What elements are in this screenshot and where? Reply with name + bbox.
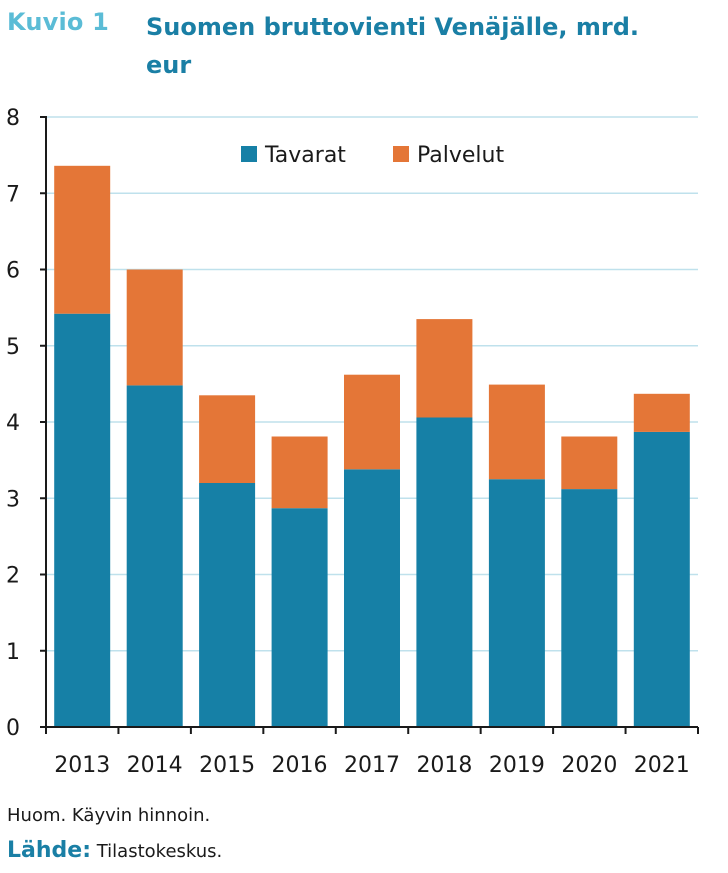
bar-tavarat-2019 [488, 479, 545, 727]
y-tick-label: 0 [6, 716, 20, 741]
bar-palvelut-2016 [271, 436, 328, 509]
chart-title: Suomen bruttovienti Venäjälle, mrd. eur [146, 13, 639, 79]
y-tick-label: 8 [6, 106, 20, 131]
y-tick-label: 4 [6, 411, 20, 436]
bar-tavarat-2013 [54, 313, 111, 727]
x-tick-label: 2018 [416, 753, 472, 778]
y-tick-label: 3 [6, 487, 20, 512]
axes [40, 116, 699, 734]
x-tick-label: 2013 [54, 753, 110, 778]
bar-palvelut-2019 [488, 384, 545, 480]
x-tick-label: 2015 [199, 753, 255, 778]
figure-label: Kuvio 1 [7, 8, 110, 36]
bar-palvelut-2018 [416, 319, 473, 418]
x-tick-labels: 2013 2014 2015 2016 2017 2018 2019 2020 2021 [54, 753, 690, 778]
x-tick-label: 2017 [344, 753, 400, 778]
source-label: Lähde: [7, 838, 91, 863]
bar-tavarat-2021 [633, 431, 690, 727]
y-tick-label: 6 [6, 259, 20, 284]
bar-palvelut-2013 [54, 165, 111, 314]
bar-palvelut-2015 [199, 395, 256, 483]
bar-tavarat-2016 [271, 508, 328, 727]
bar-tavarat-2017 [344, 469, 400, 727]
legend-swatch-tavarat [241, 146, 257, 162]
y-tick-labels: 0 1 2 3 4 5 6 7 8 [6, 106, 20, 741]
y-tick-label: 1 [6, 640, 20, 665]
x-tick-label: 2021 [634, 753, 690, 778]
footnote: Huom. Käyvin hinnoin. [7, 805, 211, 826]
legend-swatch-palvelut [393, 146, 409, 162]
legend-label-palvelut: Palvelut [417, 143, 504, 168]
bar-tavarat-2014 [126, 385, 183, 727]
x-tick-label: 2014 [127, 753, 183, 778]
bar-palvelut-2021 [633, 393, 690, 432]
bar-tavarat-2018 [416, 417, 473, 727]
bars [54, 165, 690, 727]
x-tick-label: 2020 [561, 753, 617, 778]
source-line: Lähde: Tilastokeskus. [7, 838, 222, 863]
source-text: Tilastokeskus. [96, 841, 223, 862]
bar-palvelut-2020 [561, 436, 618, 490]
y-tick-label: 7 [6, 182, 20, 207]
bar-palvelut-2014 [126, 269, 183, 386]
legend: Tavarat Palvelut [241, 143, 504, 168]
legend-label-tavarat: Tavarat [264, 143, 346, 168]
x-tick-label: 2019 [489, 753, 545, 778]
y-tick-label: 2 [6, 564, 20, 589]
y-tick-label: 5 [6, 335, 20, 360]
bar-tavarat-2020 [561, 489, 618, 727]
bar-palvelut-2017 [344, 374, 400, 470]
x-tick-label: 2016 [272, 753, 328, 778]
bar-tavarat-2015 [199, 483, 256, 727]
